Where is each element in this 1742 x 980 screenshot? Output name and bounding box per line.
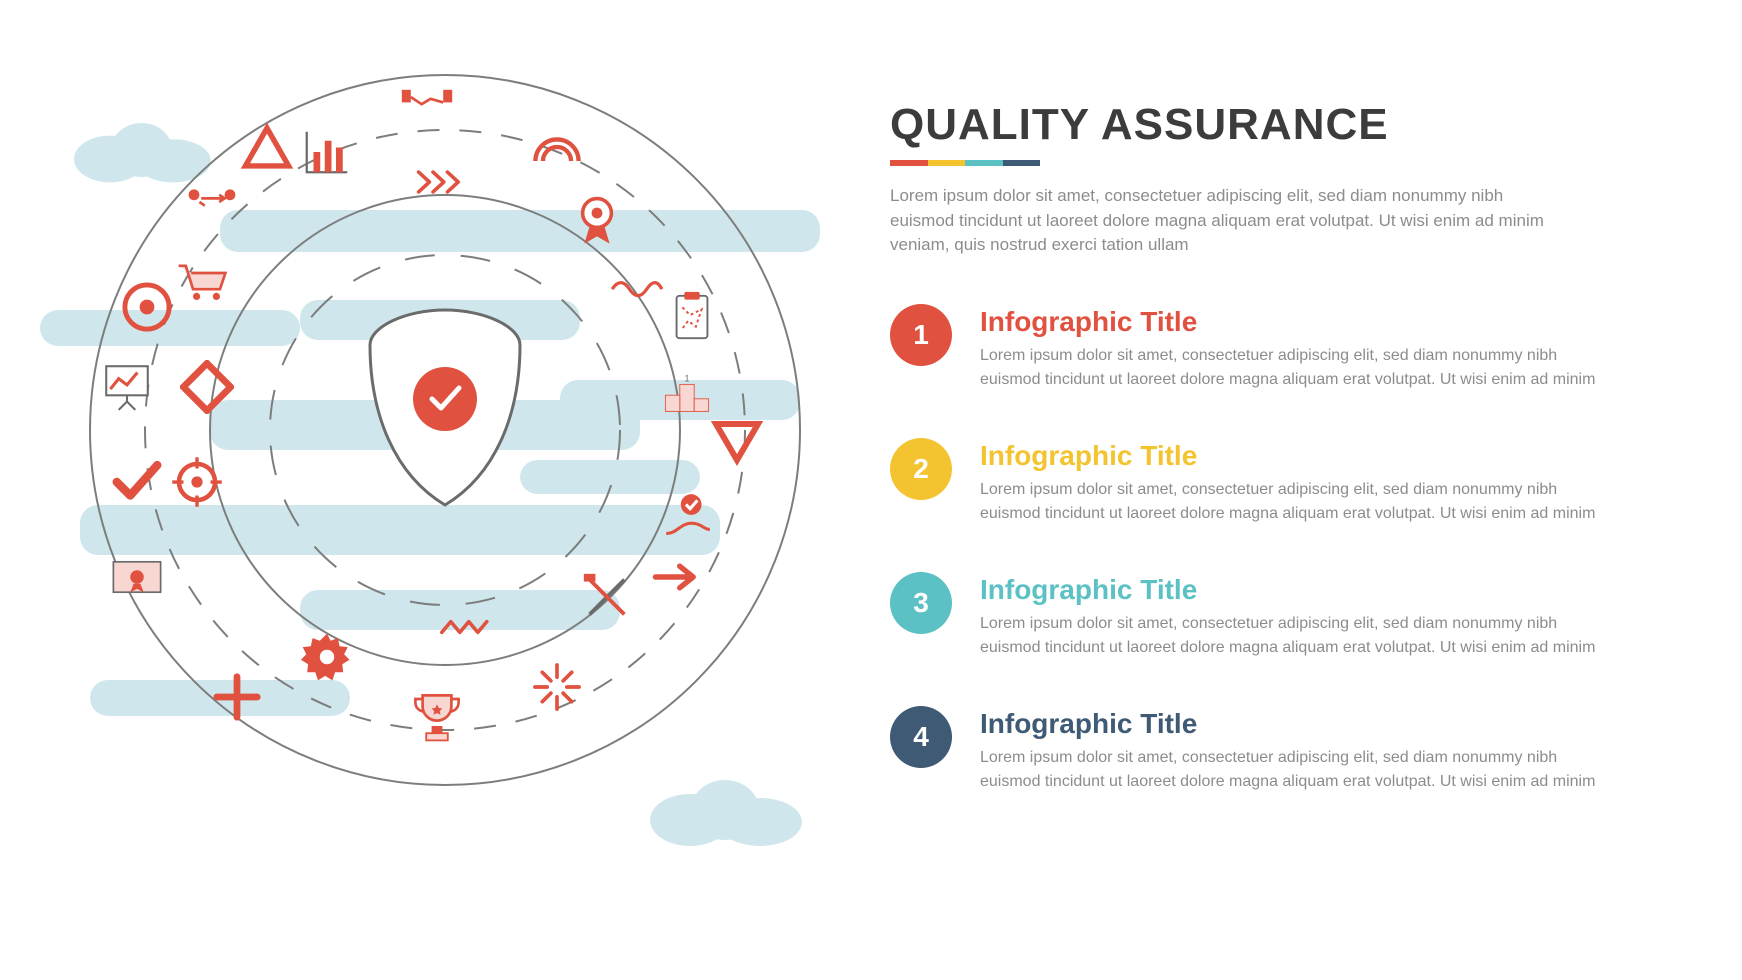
item-badge: 2 bbox=[890, 438, 952, 500]
item-badge: 4 bbox=[890, 706, 952, 768]
item-badge: 3 bbox=[890, 572, 952, 634]
text-column: QUALITY ASSURANCE Lorem ipsum dolor sit … bbox=[890, 100, 1650, 794]
wave-icon bbox=[610, 260, 670, 320]
item-body: Lorem ipsum dolor sit amet, consectetuer… bbox=[980, 612, 1600, 660]
intro-text: Lorem ipsum dolor sit amet, consectetuer… bbox=[890, 184, 1550, 258]
hand-check-icon bbox=[660, 490, 720, 550]
page-title: QUALITY ASSURANCE bbox=[890, 100, 1650, 150]
crosshair-icon bbox=[170, 455, 230, 515]
check-icon bbox=[110, 455, 170, 515]
diamond-icon bbox=[180, 360, 240, 420]
title-underline bbox=[890, 160, 1040, 166]
plus-icon bbox=[210, 670, 270, 730]
presentation-icon bbox=[100, 360, 160, 420]
medal-icon bbox=[570, 195, 630, 255]
clipboard-map-icon bbox=[665, 290, 725, 350]
triangle-icon bbox=[240, 120, 300, 180]
list-item: 1 Infographic Title Lorem ipsum dolor si… bbox=[890, 304, 1650, 392]
list-item: 4 Infographic Title Lorem ipsum dolor si… bbox=[890, 706, 1650, 794]
tools-icon bbox=[580, 570, 640, 630]
items-list: 1 Infographic Title Lorem ipsum dolor si… bbox=[890, 304, 1650, 794]
trophy-icon bbox=[410, 690, 470, 750]
arrows-right-icon bbox=[415, 155, 475, 215]
zigzag-icon bbox=[440, 600, 500, 660]
item-title: Infographic Title bbox=[980, 306, 1650, 338]
arrow-right-icon bbox=[650, 550, 710, 610]
spark-icon bbox=[530, 660, 590, 720]
diagram-stage: 1 bbox=[0, 0, 870, 980]
item-title: Infographic Title bbox=[980, 708, 1650, 740]
bar-chart-icon bbox=[300, 125, 360, 185]
handshake-icon bbox=[400, 70, 460, 130]
item-body: Lorem ipsum dolor sit amet, consectetuer… bbox=[980, 478, 1600, 526]
gear-icon bbox=[300, 630, 360, 690]
certificate-icon bbox=[110, 550, 170, 610]
item-title: Infographic Title bbox=[980, 440, 1650, 472]
item-badge: 1 bbox=[890, 304, 952, 366]
people-swap-icon bbox=[185, 175, 245, 235]
item-title: Infographic Title bbox=[980, 574, 1650, 606]
cart-icon bbox=[175, 255, 235, 315]
target-dot-icon bbox=[120, 280, 180, 340]
svg-text:1: 1 bbox=[684, 374, 689, 384]
shield-icon bbox=[370, 310, 520, 505]
triangle-down-icon bbox=[710, 415, 770, 475]
list-item: 3 Infographic Title Lorem ipsum dolor si… bbox=[890, 572, 1650, 660]
item-body: Lorem ipsum dolor sit amet, consectetuer… bbox=[980, 746, 1600, 794]
list-item: 2 Infographic Title Lorem ipsum dolor si… bbox=[890, 438, 1650, 526]
rainbow-icon bbox=[530, 120, 590, 180]
item-body: Lorem ipsum dolor sit amet, consectetuer… bbox=[980, 344, 1600, 392]
